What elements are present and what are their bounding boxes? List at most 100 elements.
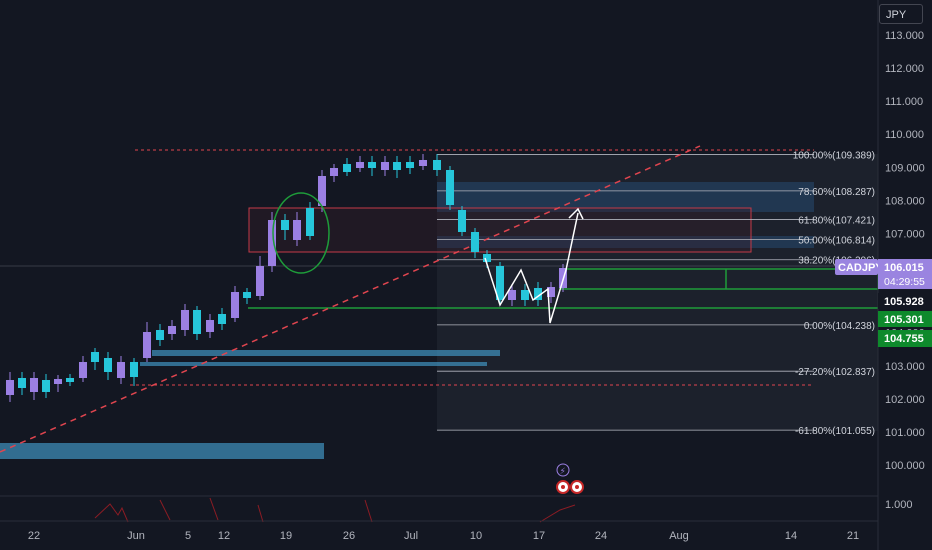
candle-body — [143, 332, 151, 358]
candle-body — [446, 170, 454, 205]
fib-level-label: 61.80%(107.421) — [798, 216, 875, 227]
candle-body — [30, 378, 38, 392]
candle-body — [18, 378, 26, 388]
event-icon-1-dot — [561, 485, 565, 489]
price-badge-1-text: 105.928 — [884, 296, 924, 308]
fib-level-label: -61.80%(101.055) — [795, 426, 875, 437]
candle-body — [471, 232, 479, 252]
indicator-line-6 — [539, 504, 576, 523]
price-tick-label: 111.000 — [885, 96, 923, 108]
price-tick-label: 100.000 — [885, 460, 925, 472]
time-tick-label: 21 — [847, 530, 859, 542]
candle-body — [521, 290, 529, 300]
time-tick-label: 26 — [343, 530, 355, 542]
price-badge-1-bg — [878, 293, 932, 309]
candle-body — [433, 160, 441, 170]
candle-body — [330, 168, 338, 176]
candle-body — [496, 266, 504, 300]
last-price-badge[interactable]: 106.015 04:29:55 — [878, 259, 932, 289]
candle-body — [393, 162, 401, 170]
fib-level-label: 78.60%(108.287) — [798, 187, 875, 198]
candle-body — [356, 162, 364, 168]
price-tick-label: 113.000 — [885, 30, 924, 42]
symbol-badge[interactable]: CADJPY — [835, 259, 883, 275]
fib-level-label: -27.20%(102.837) — [795, 367, 875, 378]
candle-body — [419, 160, 427, 166]
fib-level-label: 0.00%(104.238) — [804, 321, 875, 332]
price-badge-2-bg — [878, 311, 932, 327]
candle-body — [79, 362, 87, 378]
fib-level-label: 100.00%(109.389) — [793, 150, 875, 161]
candle-body — [117, 362, 125, 378]
price-tick-label: 107.000 — [885, 228, 925, 240]
time-axis[interactable]: 22 Jun 5 12 19 26 Jul 10 17 24 Aug 14 21 — [28, 530, 859, 542]
candle-body — [218, 314, 226, 324]
currency-selector[interactable]: JPY — [879, 4, 923, 24]
event-lightning-glyph: ⚡ — [560, 467, 566, 477]
time-tick-label: 12 — [218, 530, 230, 542]
candle-body — [156, 330, 164, 340]
time-tick-label: 14 — [785, 530, 797, 542]
symbol-badge-text: CADJPY — [838, 262, 883, 274]
candle-body — [181, 310, 189, 330]
candle-body — [168, 326, 176, 334]
candle-body — [243, 292, 251, 298]
fib-level-label: 50.00%(106.814) — [798, 236, 875, 247]
last-price-text: 106.015 — [884, 262, 924, 274]
candle-body — [547, 287, 555, 297]
currency-label: JPY — [886, 9, 907, 21]
price-badge-3[interactable]: 104.755 — [878, 330, 932, 347]
candle-body — [268, 220, 276, 266]
time-tick-label: 24 — [595, 530, 607, 542]
indicator-line — [94, 503, 129, 523]
candle-body — [256, 266, 264, 296]
candle-body — [206, 320, 214, 332]
candle-body — [318, 176, 326, 206]
event-icon-2-dot — [575, 485, 579, 489]
candle-body — [306, 208, 314, 236]
resistance-zone — [248, 207, 752, 253]
pattern-circle — [272, 192, 330, 274]
time-tick-label: 10 — [470, 530, 482, 542]
time-tick-label: 19 — [280, 530, 292, 542]
fib-zone-upper — [437, 182, 814, 212]
candle-body — [6, 380, 14, 395]
projection-path — [484, 212, 579, 324]
candle-body — [91, 352, 99, 362]
candle-body — [231, 292, 239, 318]
price-badge-2[interactable]: 105.301 — [878, 311, 932, 327]
price-badge-1[interactable]: 105.928 — [878, 293, 932, 309]
demand-zone-bottom — [0, 443, 324, 459]
event-lightning-icon[interactable] — [556, 463, 570, 477]
candle-body — [54, 379, 62, 384]
price-tick-label: 103.000 — [885, 361, 925, 373]
last-price-badge-bg — [878, 259, 932, 289]
price-tick-label: 110.000 — [885, 129, 924, 141]
price-tick-label: 101.000 — [885, 427, 925, 439]
price-tick-label: 108.000 — [885, 195, 925, 207]
candle-body — [66, 378, 74, 382]
candle-body — [281, 220, 289, 230]
candle-body — [483, 254, 491, 262]
price-badge-2-text: 105.301 — [884, 314, 924, 326]
volume-scale-label: 1.000 — [885, 499, 913, 511]
candle-body — [508, 290, 516, 300]
price-tick-label: 102.000 — [885, 394, 925, 406]
candle-body — [458, 210, 466, 232]
price-badge-3-bg — [878, 330, 932, 347]
price-axis[interactable]: 113.000 112.000 111.000 110.000 109.000 108.0… — [885, 30, 925, 472]
demand-bar-lower — [140, 362, 487, 366]
indicator-line-3 — [209, 497, 219, 521]
indicator-line-5 — [364, 499, 373, 523]
candle-body — [381, 162, 389, 170]
symbol-badge-bg — [835, 259, 878, 275]
time-tick-label: Jul — [404, 530, 418, 542]
price-tick-label: 109.000 — [885, 162, 925, 174]
candle-body — [406, 162, 414, 168]
candle-body — [534, 288, 542, 300]
countdown-text: 04:29:55 — [884, 276, 925, 288]
candle-body — [42, 380, 50, 392]
fib-zone-lower — [437, 236, 814, 248]
